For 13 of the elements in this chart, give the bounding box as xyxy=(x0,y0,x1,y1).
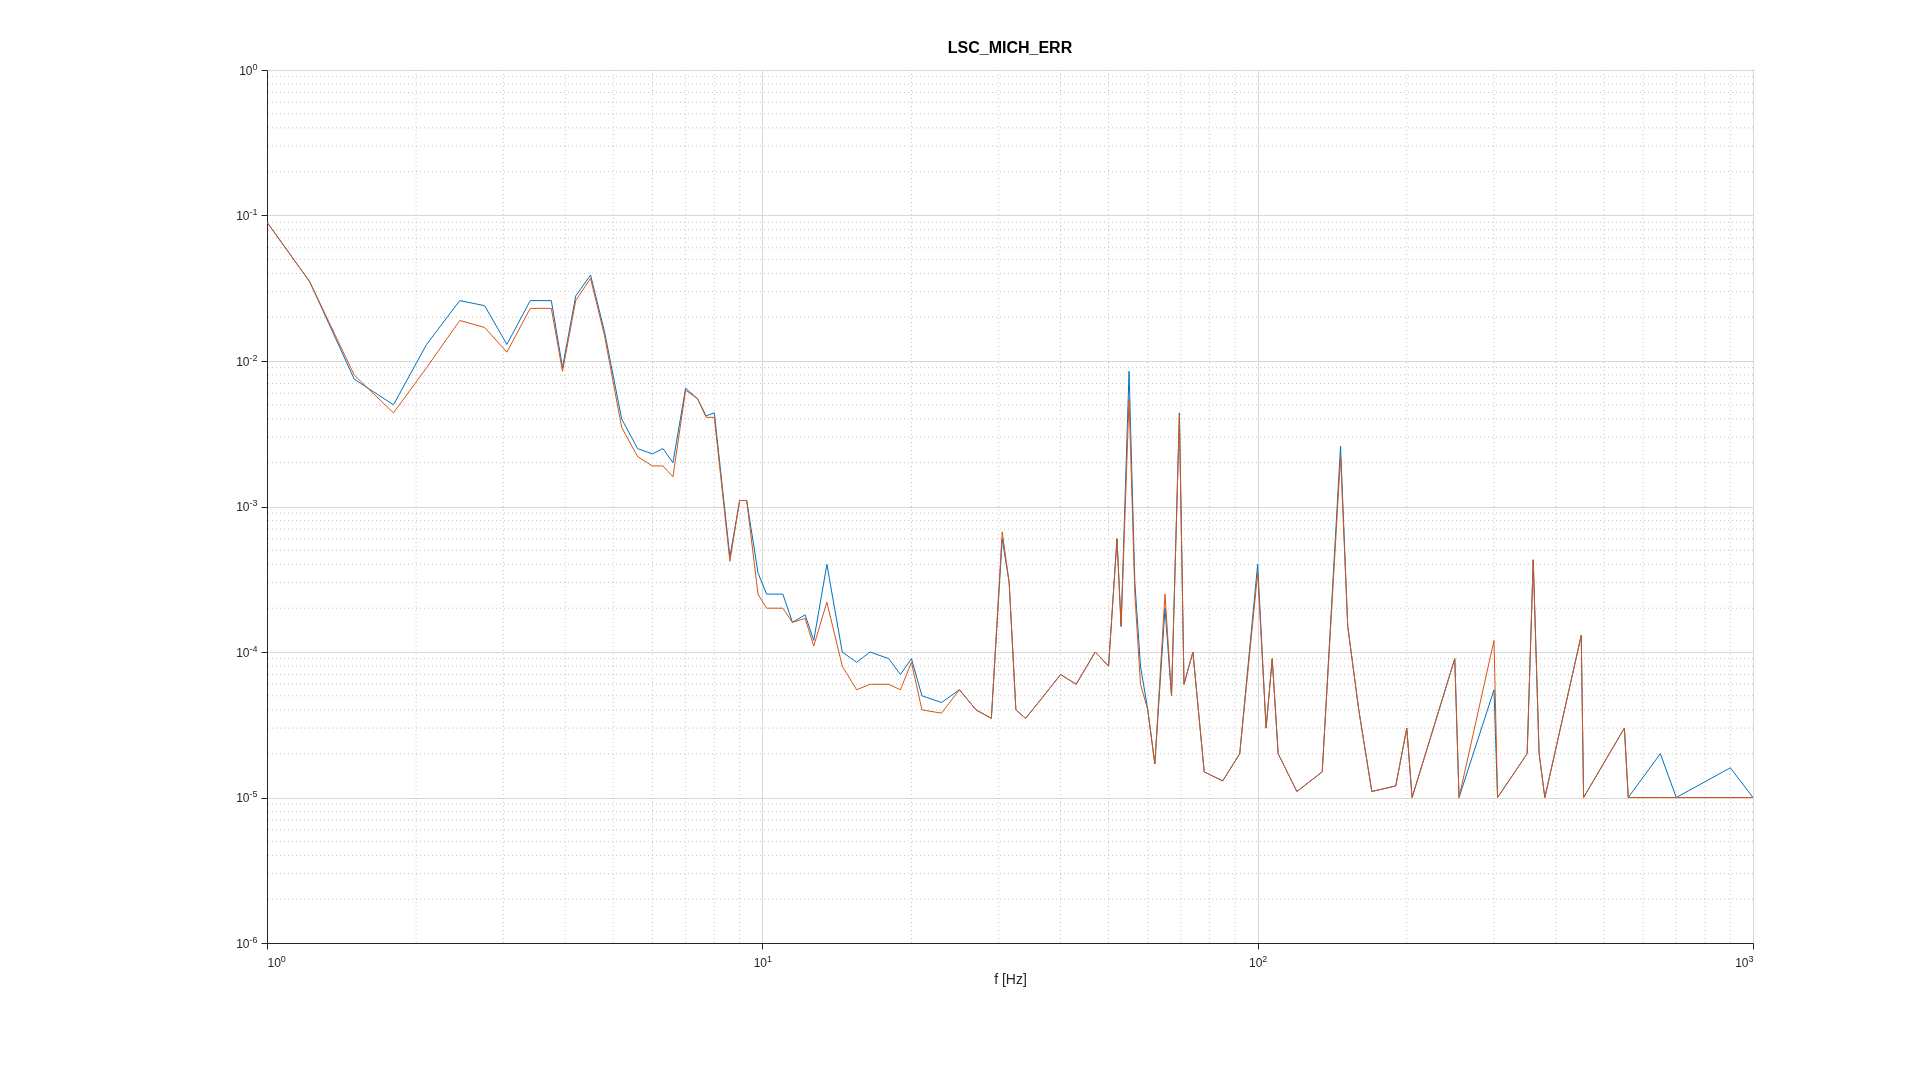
y-tick-label: 10$^{0}$ xyxy=(239,61,258,78)
x-tick-label: 10$^{0}$ xyxy=(267,953,286,970)
x-axis-title: f [Hz] xyxy=(994,970,1027,987)
chart-title: LSC_MICH_ERR xyxy=(947,39,1073,56)
x-tick-label: 10$^{3}$ xyxy=(1735,953,1754,970)
y-tick-label: 10$^{-3}$ xyxy=(236,498,258,514)
x-tick-label: 10$^{1}$ xyxy=(753,953,773,970)
y-tick-label: 10$^{-5}$ xyxy=(236,789,258,805)
x-tick-label: 10$^{2}$ xyxy=(1248,953,1268,970)
y-tick-label: 10$^{-2}$ xyxy=(236,352,258,369)
y-tick-label: 10$^{-1}$ xyxy=(236,207,258,223)
y-tick-label: 10$^{-4}$ xyxy=(236,643,258,660)
y-tick-label: 10$^{-6}$ xyxy=(236,934,258,951)
